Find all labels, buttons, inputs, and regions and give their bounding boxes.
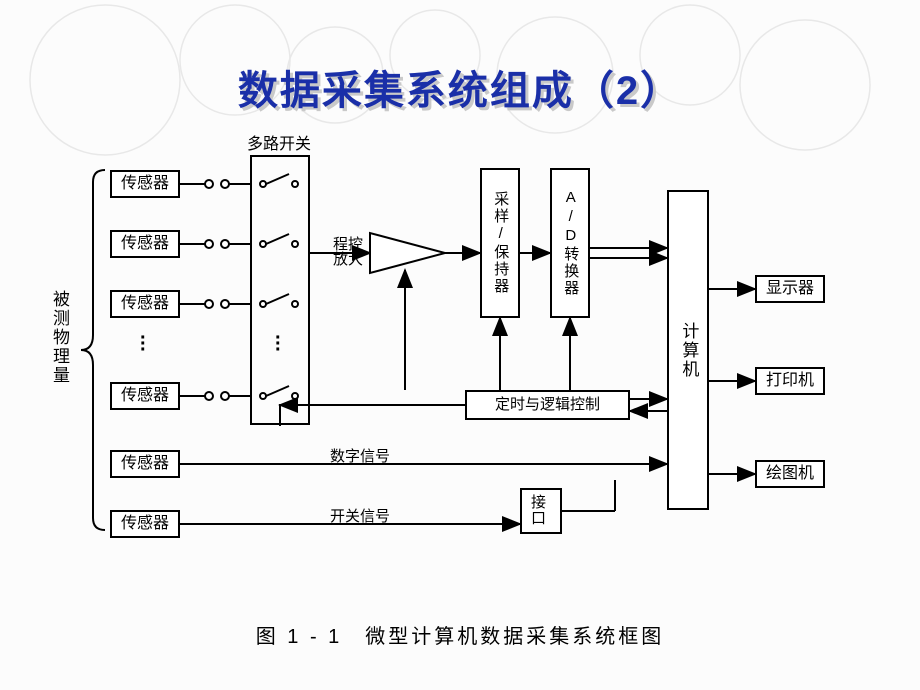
sensor-box: 传感器 xyxy=(110,230,180,258)
ad-converter-box: A/D转换器 xyxy=(550,168,590,318)
sensor-box: 传感器 xyxy=(110,510,180,538)
dots-icon: ··· xyxy=(140,335,147,353)
measured-label: 被测物理量 xyxy=(47,290,72,385)
timer-logic-box: 定时与逻辑控制 xyxy=(465,390,630,420)
output-plotter-box: 绘图机 xyxy=(755,460,825,488)
figure-caption: 图 1 - 1 微型计算机数据采集系统框图 xyxy=(0,620,920,649)
sensor-box: 传感器 xyxy=(110,382,180,410)
digital-signal-label: 数字信号 xyxy=(330,445,390,466)
amp-text: 程控放大 xyxy=(333,237,367,267)
amp-label: 程控放大 xyxy=(333,237,367,267)
diagram-wires xyxy=(75,140,865,600)
output-display-box: 显示器 xyxy=(755,275,825,303)
sensor-box: 传感器 xyxy=(110,450,180,478)
computer-box: 计算机 xyxy=(667,190,709,510)
sample-hold-box: 采样/保持器 xyxy=(480,168,520,318)
mux-label: 多路开关 xyxy=(247,130,311,154)
sensor-box: 传感器 xyxy=(110,290,180,318)
switch-signal-label: 开关信号 xyxy=(330,505,390,526)
interface-text: 接口 xyxy=(531,495,551,528)
interface-box: 接口 xyxy=(520,488,562,534)
block-diagram: 被测物理量 多路开关 传感器 传感器 传感器 ··· ··· 传感器 传感器 传… xyxy=(75,140,865,600)
mux-box xyxy=(250,155,310,425)
output-printer-box: 打印机 xyxy=(755,367,825,395)
page-title: 数据采集系统组成（2） xyxy=(0,58,920,116)
sensor-box: 传感器 xyxy=(110,170,180,198)
